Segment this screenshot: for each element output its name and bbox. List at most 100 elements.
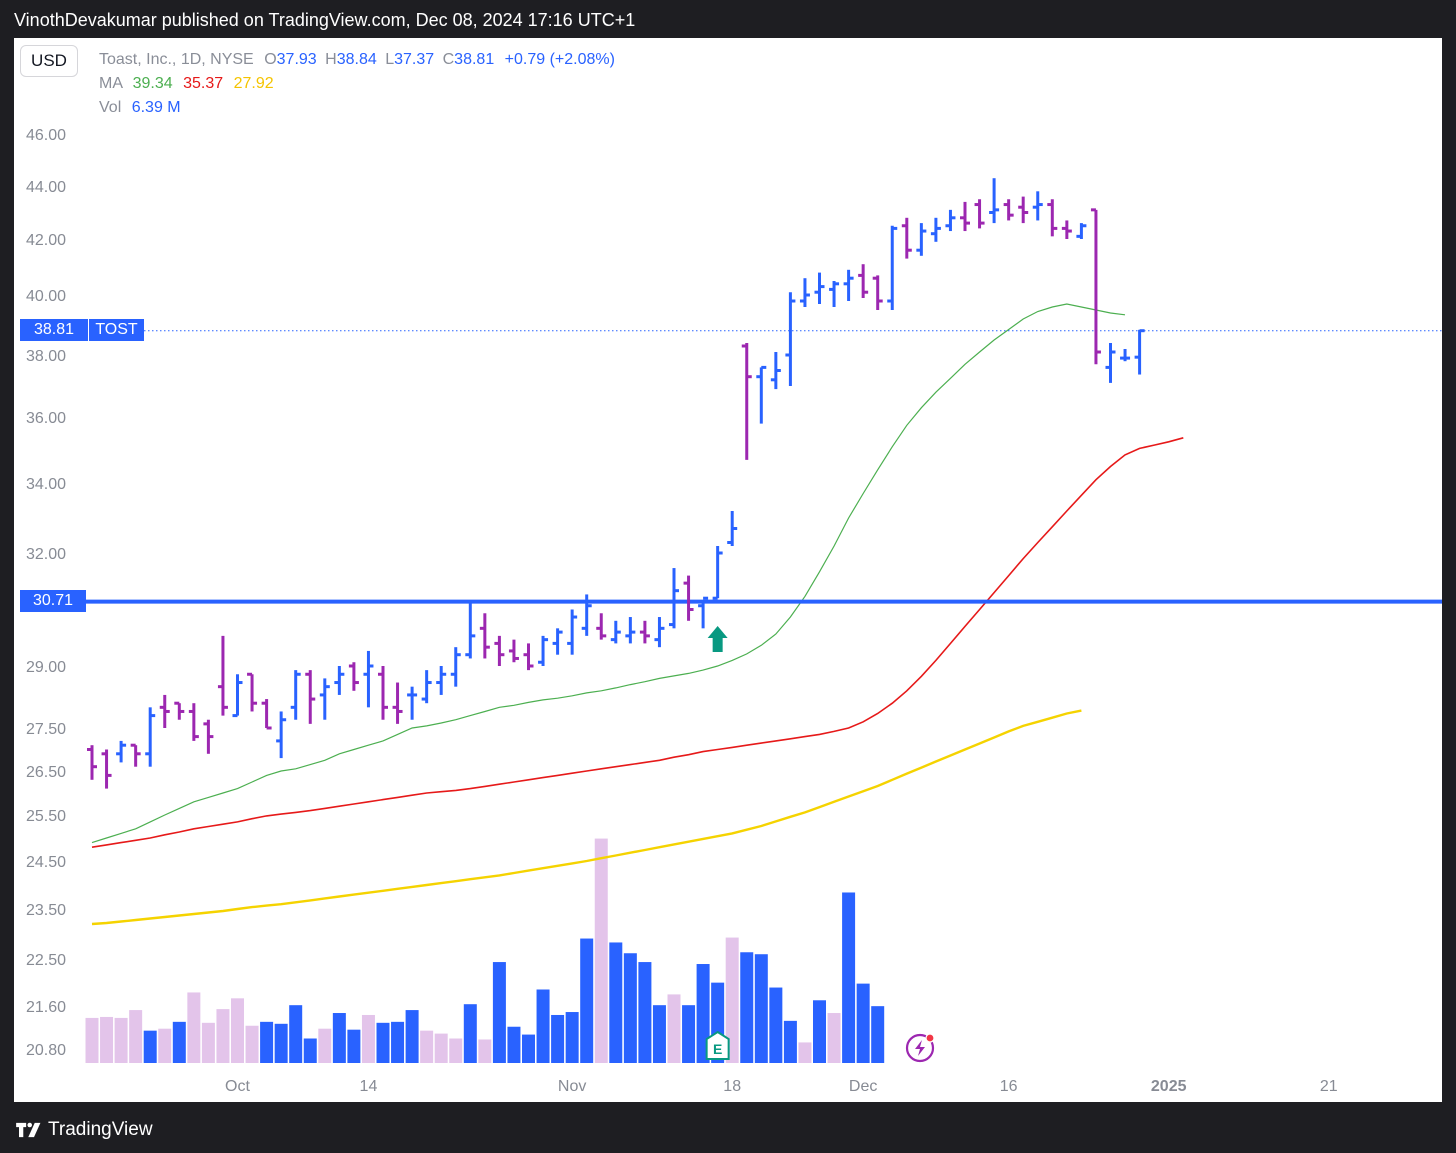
volume-bar [565, 1012, 579, 1063]
volume-bar [609, 942, 623, 1063]
ma-slow-value: 27.92 [233, 75, 274, 92]
ohlc-bar [960, 201, 970, 232]
volume-bar [332, 1013, 346, 1063]
ohlc-bar [901, 217, 912, 259]
close-value: 38.81 [454, 51, 495, 68]
ohlc-bar [829, 281, 840, 307]
ma-fast-value: 39.34 [132, 75, 173, 92]
y-tick-label: 32.00 [26, 546, 66, 563]
ohlc-bar [727, 511, 738, 546]
ohlc-bar [421, 670, 432, 704]
volume-bar [842, 892, 856, 1063]
volume-bar [216, 1009, 230, 1063]
ohlc-bar [669, 568, 679, 629]
ohlc-bar [116, 740, 127, 763]
volume-bar [536, 989, 550, 1063]
ohlc-bar [203, 719, 214, 754]
symbol-description: Toast, Inc., 1D, NYSE [99, 51, 254, 68]
volume-bar [187, 992, 201, 1063]
ohlc-bar [1018, 196, 1029, 224]
volume-bar [303, 1038, 317, 1063]
volume-bar [769, 987, 783, 1063]
volume-bar [682, 1005, 696, 1063]
ohlc-bar [217, 635, 228, 716]
volume-bar [551, 1014, 565, 1063]
y-tick-label: 25.50 [26, 808, 66, 825]
volume-bar [143, 1030, 157, 1063]
ohlc-bar [334, 666, 345, 695]
ohlc-bar [508, 639, 519, 663]
ohlc-bar [596, 613, 607, 640]
volume-bar [376, 1022, 390, 1063]
currency-button[interactable]: USD [20, 45, 78, 77]
level-price-tag: 30.71 [20, 590, 86, 612]
volume-bar [580, 938, 594, 1063]
ohlc-bar [843, 269, 854, 301]
ohlc-bar [465, 601, 476, 659]
ohlc-bar [654, 617, 665, 648]
volume-bar [856, 983, 870, 1063]
volume-bar [260, 1021, 274, 1063]
ma-fast-line [91, 303, 1126, 844]
ohlc-bar [945, 209, 956, 232]
ohlc-bar [450, 647, 461, 687]
volume-bar [318, 1028, 332, 1063]
ohlc-bar [567, 609, 578, 655]
ohlc-bar [378, 666, 388, 720]
volume-bar [478, 1039, 492, 1063]
high-value: 38.84 [336, 51, 377, 68]
volume-legend[interactable]: Vol 6.39 M [99, 99, 181, 117]
ohlc-bar [232, 674, 243, 718]
ohlc-bar [407, 686, 418, 720]
ohlc-bar [1134, 329, 1145, 375]
y-tick-label: 38.00 [26, 348, 66, 365]
ohlc-bar [261, 699, 272, 730]
ma-legend[interactable]: MA 39.34 35.37 27.92 [99, 75, 274, 93]
volume-bar [492, 962, 506, 1063]
ohlc-bar [610, 620, 621, 644]
ohlc-bar [1032, 191, 1043, 221]
change-value: +0.79 (+2.08%) [504, 51, 615, 68]
volume-bar [507, 1026, 521, 1063]
ohlc-bar [887, 225, 898, 310]
footer-brand-text: TradingView [48, 1119, 153, 1140]
volume-bar [725, 937, 739, 1063]
symbol-legend[interactable]: Toast, Inc., 1D, NYSE O37.93 H38.84 L37.… [99, 51, 615, 69]
x-axis: Oct 14 Nov 18 Dec 16 2025 21 [225, 1078, 1338, 1095]
ohlc-bar [305, 670, 316, 724]
footer-brand[interactable]: TradingView [14, 1116, 153, 1144]
ohlc-bar [770, 352, 781, 390]
volume-bar [449, 1038, 463, 1063]
earnings-badge-icon[interactable]: E [705, 1030, 730, 1060]
ohlc-bars [87, 178, 1145, 789]
ohlc-bar [101, 749, 112, 789]
chart-panel[interactable]: 46.00 44.00 42.00 40.00 38.00 36.00 34.00 32.00… [14, 38, 1442, 1102]
ohlc-bar [1120, 349, 1131, 362]
ohlc-bar [159, 694, 170, 728]
volume-bar [652, 1005, 666, 1063]
flash-event-icon[interactable] [905, 1033, 935, 1063]
price-chart[interactable]: 46.00 44.00 42.00 40.00 38.00 36.00 34.00 32.00… [14, 38, 1442, 1102]
ohlc-bar [1061, 220, 1072, 239]
ohlc-bar [683, 575, 694, 621]
volume-bar [347, 1029, 361, 1063]
y-axis: 46.00 44.00 42.00 40.00 38.00 36.00 34.00 32.00… [26, 127, 66, 1059]
volume-bar [522, 1034, 535, 1063]
volume-bar [798, 1042, 812, 1063]
ma-slow-line [91, 709, 1082, 926]
volume-bar [100, 1016, 114, 1063]
y-tick-label: 21.60 [26, 999, 66, 1016]
volume-bar [231, 998, 244, 1063]
ticker-text: TOST [95, 321, 138, 338]
volume-bar [85, 1017, 99, 1063]
ohlc-bar [188, 703, 199, 741]
volume-bar [623, 953, 637, 1063]
earnings-badge-letter: E [713, 1041, 722, 1057]
ohlc-bar [989, 178, 1000, 224]
ohlc-bar [1003, 199, 1014, 221]
ohlc-bar [552, 628, 563, 655]
ticker-tag: TOST [89, 319, 144, 341]
ohlc-bar [538, 635, 549, 666]
low-value: 37.37 [394, 51, 435, 68]
ohlc-bar [479, 613, 490, 659]
